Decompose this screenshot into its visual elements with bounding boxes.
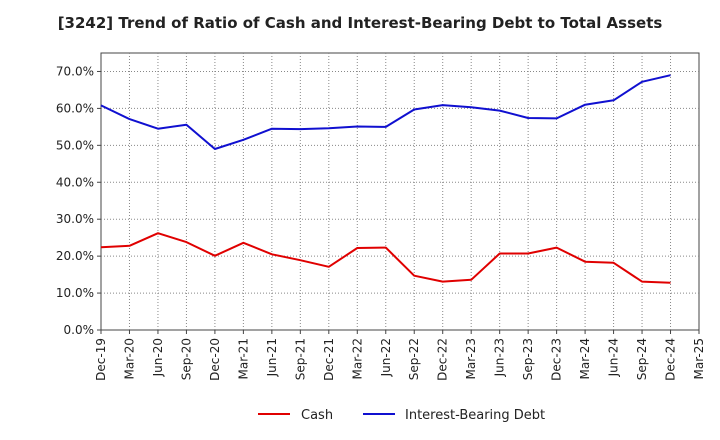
- x-tick-label: Dec-22: [436, 338, 450, 381]
- x-tick-label: Sep-24: [635, 338, 649, 380]
- x-tick-label: Mar-21: [236, 338, 250, 379]
- y-tick-label: 30.0%: [56, 212, 94, 226]
- y-tick-label: 10.0%: [56, 286, 94, 300]
- x-tick-label: Dec-24: [664, 338, 678, 381]
- x-tick-label: Jun-23: [493, 338, 507, 377]
- series-line-cash: [100, 232, 671, 284]
- x-tick-label: Dec-23: [550, 338, 564, 381]
- y-tick-label: 20.0%: [56, 249, 94, 263]
- y-tick-label: 60.0%: [56, 101, 94, 115]
- chart-title: [3242] Trend of Ratio of Cash and Intere…: [57, 14, 663, 32]
- plot-area: [100, 52, 700, 331]
- x-tick-label: Mar-22: [350, 338, 364, 379]
- y-tick-label: 40.0%: [56, 175, 94, 189]
- x-tick-label: Jun-20: [151, 338, 165, 377]
- x-tick-label: Jun-22: [379, 338, 393, 377]
- series-layer: [100, 74, 671, 284]
- axis-layer: Dec-19 Mar-20 Jun-20 Sep-20 Dec-20 Mar-21 Jun-…: [56, 64, 706, 380]
- legend-label-cash: Cash: [301, 408, 333, 423]
- y-tick-label: 0.0%: [64, 323, 95, 337]
- x-tick-label: Sep-21: [293, 338, 307, 380]
- x-tick-label: Jun-24: [607, 338, 621, 377]
- legend-label-interest-bearing-debt: Interest-Bearing Debt: [405, 408, 545, 423]
- y-tick-label: 50.0%: [56, 138, 94, 152]
- x-tick-label: Dec-19: [94, 338, 108, 381]
- x-tick-label: Dec-20: [208, 338, 222, 381]
- y-tick-label: 70.0%: [56, 64, 94, 78]
- x-tick-label: Mar-23: [464, 338, 478, 379]
- x-tick-label: Mar-20: [122, 338, 136, 379]
- x-tick-label: Mar-24: [578, 338, 592, 379]
- x-tick-label: Mar-25: [692, 338, 706, 379]
- x-tick-label: Dec-21: [322, 338, 336, 381]
- legend: Cash Interest-Bearing Debt: [258, 408, 545, 423]
- series-line-interest-bearing-debt: [100, 74, 671, 150]
- grid-layer: [101, 53, 699, 330]
- x-tick-label: Sep-23: [521, 338, 535, 380]
- x-tick-label: Jun-21: [265, 338, 279, 377]
- x-tick-label: Sep-22: [407, 338, 421, 380]
- x-tick-label: Sep-20: [179, 338, 193, 380]
